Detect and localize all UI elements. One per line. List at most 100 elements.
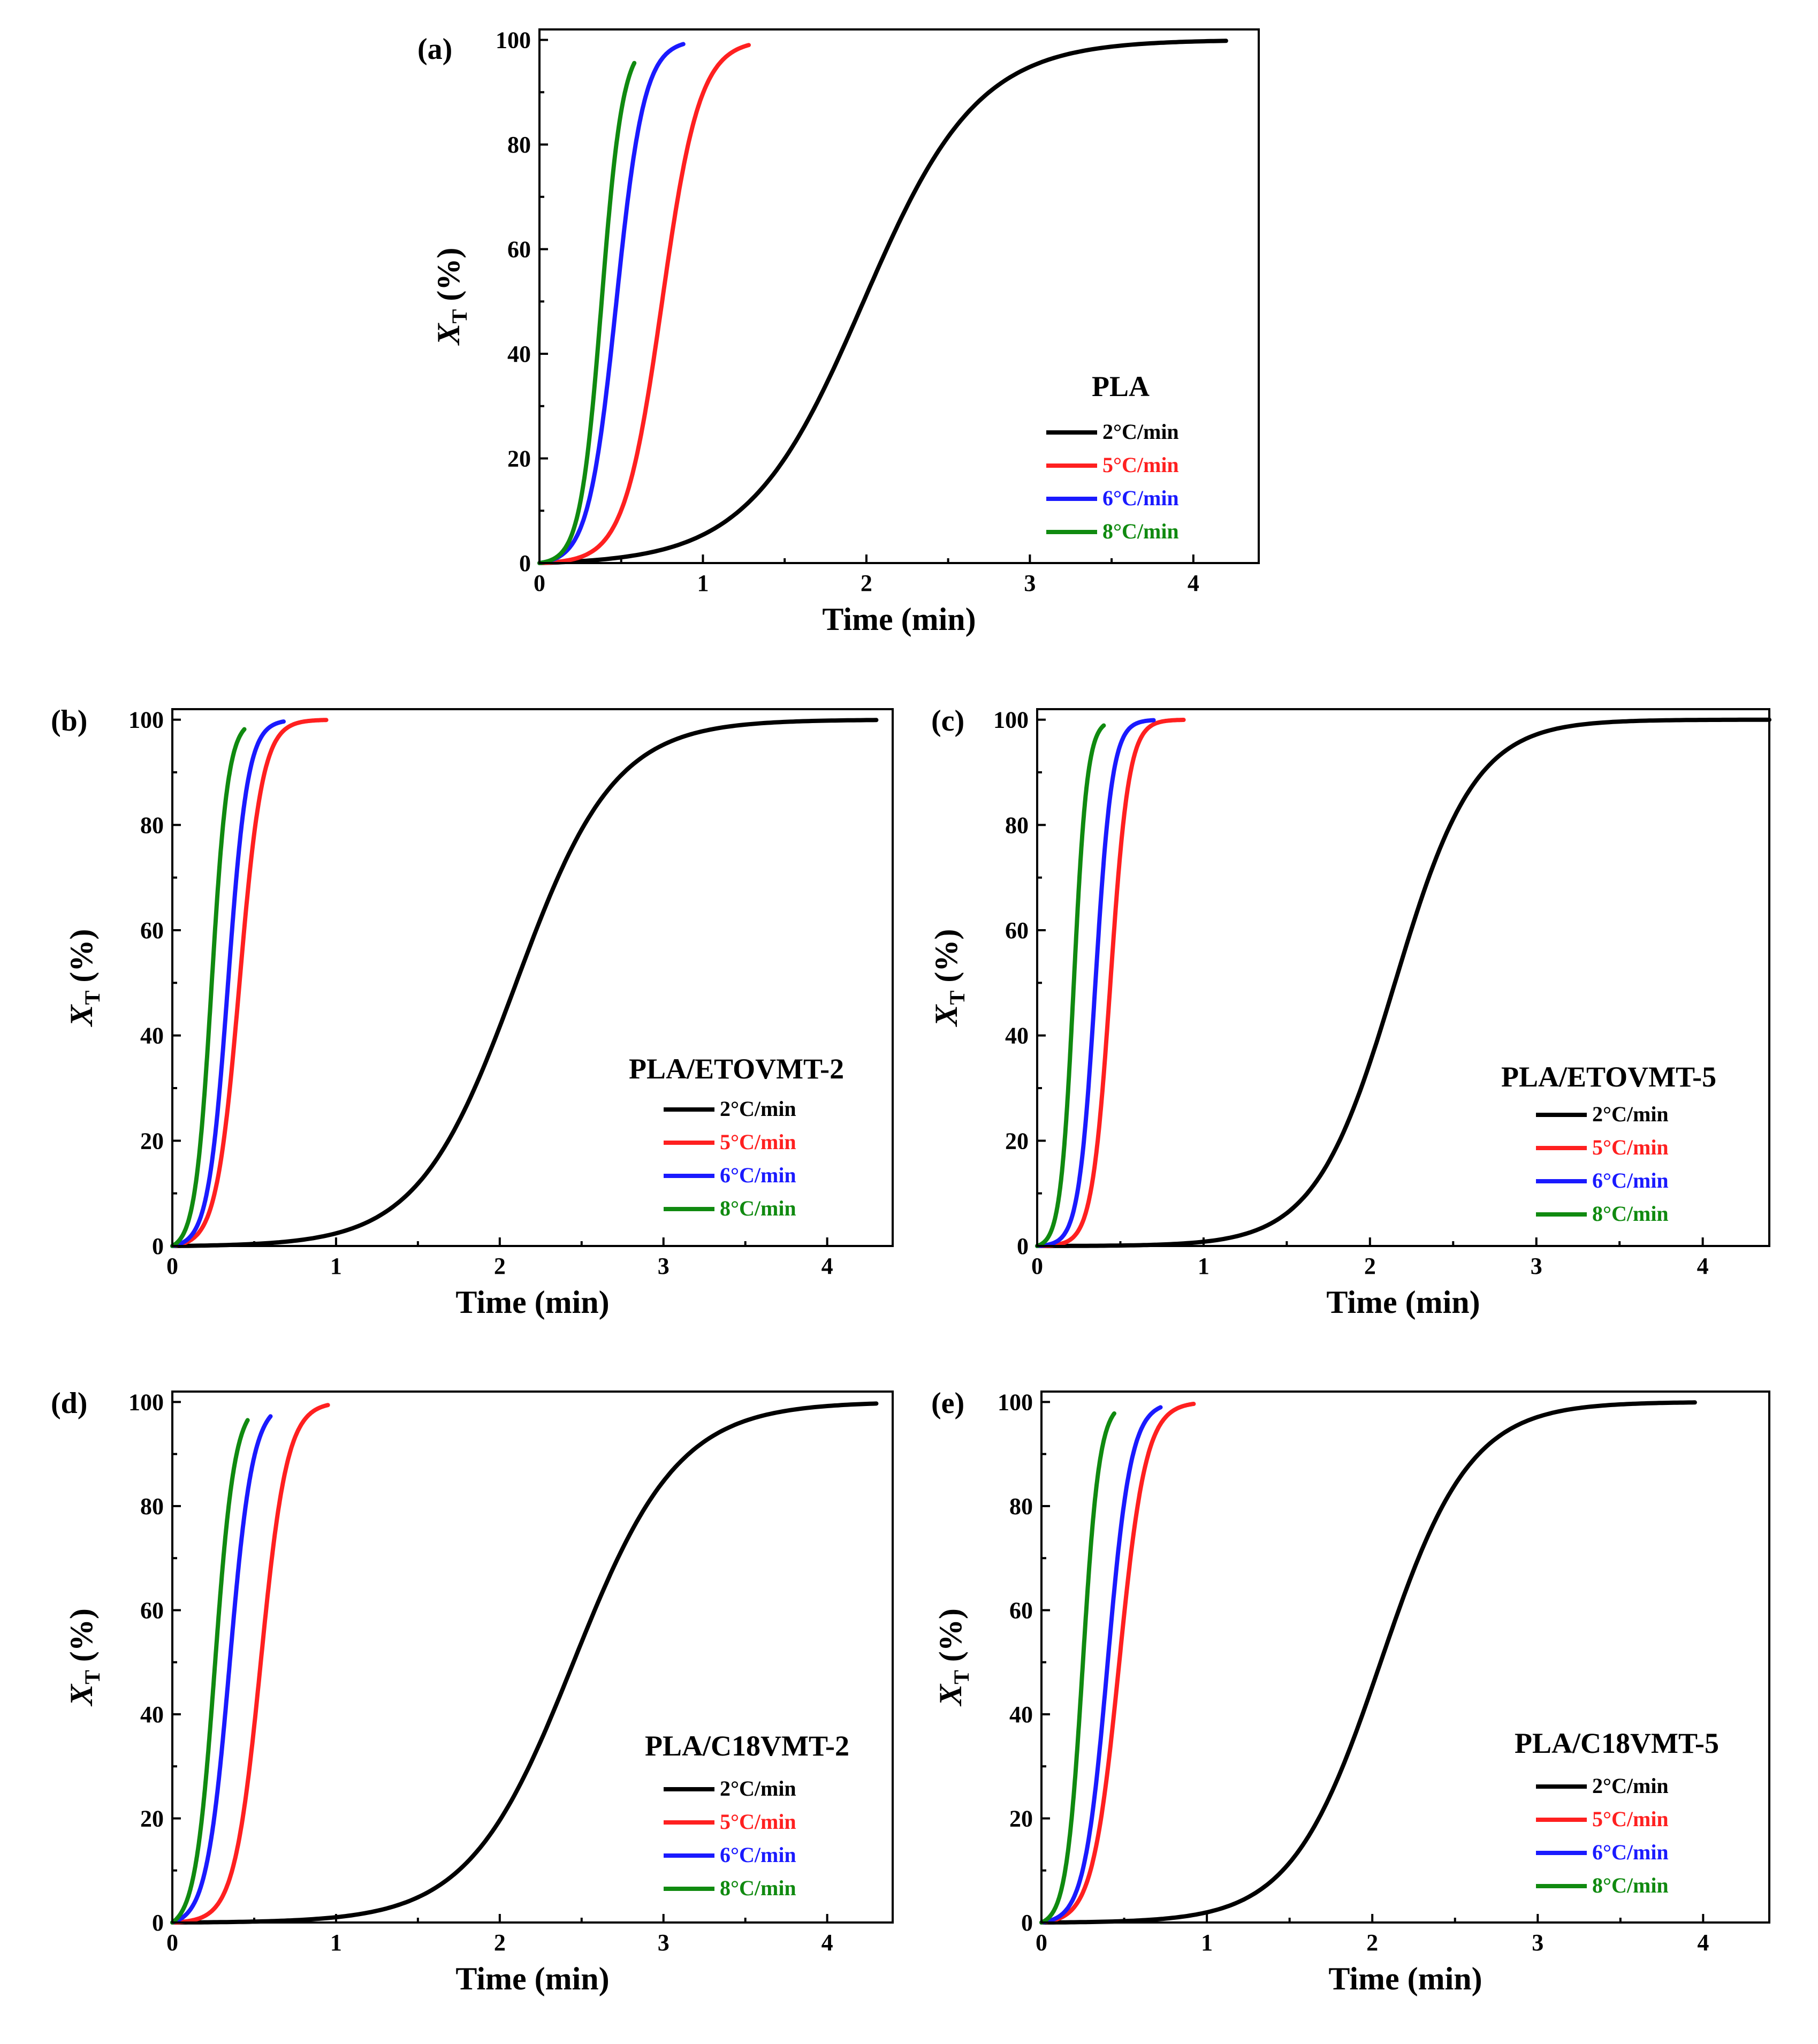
legend-label: 6°C/min xyxy=(1592,1168,1669,1192)
series-line-1 xyxy=(1039,1400,1697,1925)
legend-label: 8°C/min xyxy=(1592,1202,1669,1226)
plot-area xyxy=(172,1392,893,1923)
plot-frame xyxy=(1040,1390,1770,1924)
x-tick-label: 4 xyxy=(1188,570,1199,596)
legend-label: 2°C/min xyxy=(720,1097,796,1121)
x-tick-label: 2 xyxy=(1364,1253,1376,1279)
plot-area xyxy=(1037,709,1769,1246)
y-tick-label: 100 xyxy=(128,707,164,733)
x-axis-title: Time (min) xyxy=(1326,1285,1480,1320)
legend-label: 6°C/min xyxy=(720,1843,796,1867)
y-tick-label: 0 xyxy=(152,1910,164,1936)
plot-frame xyxy=(1036,708,1770,1247)
legend-label: 2°C/min xyxy=(1102,420,1179,444)
x-tick-label: 2 xyxy=(494,1253,506,1279)
y-tick-label: 0 xyxy=(519,550,531,576)
x-tick-label: 3 xyxy=(658,1929,670,1956)
x-tick-label: 1 xyxy=(330,1253,342,1279)
plot-area xyxy=(1041,1392,1769,1923)
x-tick-label: 4 xyxy=(821,1929,833,1956)
x-axis-title: Time (min) xyxy=(822,602,976,637)
y-tick-label: 60 xyxy=(1005,917,1029,944)
plot-frame xyxy=(171,1390,894,1924)
y-tick-label: 60 xyxy=(140,1597,164,1623)
y-tick-label: 20 xyxy=(1005,1128,1029,1154)
sample-label: PLA xyxy=(1092,370,1150,402)
series-line-4 xyxy=(170,1418,250,1925)
legend-label: 5°C/min xyxy=(1592,1807,1669,1831)
x-tick-label: 4 xyxy=(1697,1929,1709,1956)
panel-letter: (e) xyxy=(931,1387,964,1420)
series-line-1 xyxy=(537,39,1228,565)
y-tick-label: 20 xyxy=(507,446,531,472)
series-line-4 xyxy=(170,727,247,1248)
x-tick-label: 4 xyxy=(1697,1253,1709,1279)
legend-label: 5°C/min xyxy=(1102,453,1179,477)
y-tick-label: 100 xyxy=(993,707,1029,733)
series-line-2 xyxy=(170,1403,330,1925)
legend-label: 6°C/min xyxy=(1102,486,1179,510)
legend-label: 2°C/min xyxy=(1592,1102,1669,1126)
x-tick-label: 1 xyxy=(697,570,709,596)
y-tick-label: 40 xyxy=(140,1023,164,1049)
plot-frame xyxy=(171,708,894,1247)
y-tick-label: 40 xyxy=(1005,1023,1029,1049)
x-tick-label: 3 xyxy=(1532,1929,1543,1956)
series-line-2 xyxy=(1035,718,1186,1248)
y-tick-label: 60 xyxy=(507,237,531,263)
y-axis-title: XT (%) xyxy=(64,929,104,1028)
y-axis-title: XT (%) xyxy=(933,1608,973,1707)
sample-label: PLA/C18VMT-5 xyxy=(1515,1727,1719,1759)
legend-label: 8°C/min xyxy=(1592,1873,1669,1897)
y-tick-label: 20 xyxy=(140,1128,164,1154)
series-line-1 xyxy=(170,1401,879,1925)
y-tick-label: 20 xyxy=(140,1805,164,1832)
x-tick-label: 3 xyxy=(1531,1253,1542,1279)
sample-label: PLA/C18VMT-2 xyxy=(645,1730,849,1762)
y-tick-label: 100 xyxy=(128,1389,164,1415)
series-line-3 xyxy=(170,719,286,1248)
x-tick-label: 2 xyxy=(1366,1929,1378,1956)
series-line-4 xyxy=(1039,1411,1116,1925)
x-tick-label: 0 xyxy=(166,1929,178,1956)
x-axis-title: Time (min) xyxy=(1328,1961,1482,1996)
series-line-1 xyxy=(170,718,879,1248)
sample-label: PLA/ETOVMT-5 xyxy=(1501,1061,1716,1093)
legend-label: 6°C/min xyxy=(1592,1840,1669,1864)
plot-area xyxy=(539,29,1259,563)
x-tick-label: 4 xyxy=(821,1253,833,1279)
series-line-3 xyxy=(170,1414,273,1925)
y-tick-label: 100 xyxy=(496,27,531,54)
series-line-2 xyxy=(170,718,329,1248)
series-line-3 xyxy=(1039,1405,1163,1925)
series-line-2 xyxy=(537,43,751,565)
legend-label: 8°C/min xyxy=(720,1876,796,1900)
legend-label: 8°C/min xyxy=(1102,519,1179,543)
plot-area xyxy=(172,709,893,1246)
x-tick-label: 1 xyxy=(1198,1253,1210,1279)
y-axis-title: XT (%) xyxy=(929,929,969,1028)
y-tick-label: 40 xyxy=(1009,1701,1033,1728)
y-tick-label: 40 xyxy=(140,1701,164,1728)
legend-label: 5°C/min xyxy=(720,1130,796,1154)
legend-label: 6°C/min xyxy=(720,1163,796,1187)
x-tick-label: 0 xyxy=(1031,1253,1043,1279)
x-tick-label: 2 xyxy=(494,1929,506,1956)
legend-label: 2°C/min xyxy=(720,1776,796,1800)
x-axis-title: Time (min) xyxy=(455,1285,609,1320)
series-line-1 xyxy=(1035,717,1771,1248)
y-tick-label: 0 xyxy=(1017,1233,1029,1259)
legend-label: 2°C/min xyxy=(1592,1774,1669,1798)
series-line-4 xyxy=(1035,723,1106,1248)
y-axis-title: XT (%) xyxy=(431,248,471,346)
plot-frame xyxy=(538,28,1260,564)
legend-label: 5°C/min xyxy=(720,1810,796,1834)
y-tick-label: 0 xyxy=(1021,1910,1033,1936)
y-axis-title: XT (%) xyxy=(64,1608,104,1707)
y-tick-label: 60 xyxy=(140,917,164,944)
